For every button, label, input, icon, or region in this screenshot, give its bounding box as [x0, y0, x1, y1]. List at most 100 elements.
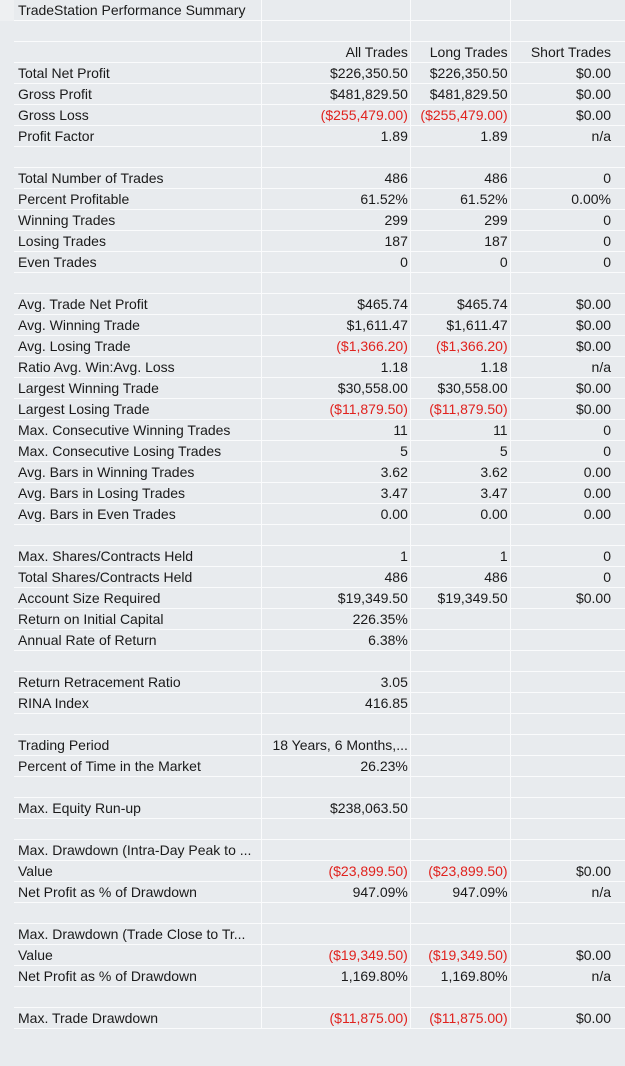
metric-value[interactable]: ($255,479.00): [409, 105, 510, 126]
metric-value[interactable]: $0.00: [509, 1008, 625, 1029]
metric-value[interactable]: [509, 756, 625, 777]
metric-label[interactable]: Trading Period: [14, 735, 262, 756]
metric-value[interactable]: 0: [509, 252, 625, 273]
metric-value[interactable]: ($23,899.50): [409, 861, 510, 882]
empty-cell[interactable]: [261, 777, 410, 798]
empty-cell[interactable]: [509, 651, 625, 672]
empty-cell[interactable]: [261, 714, 410, 735]
metric-value[interactable]: $0.00: [509, 588, 625, 609]
metric-label[interactable]: Even Trades: [14, 252, 262, 273]
metric-value[interactable]: ($11,875.00): [409, 1008, 510, 1029]
metric-value[interactable]: 187: [409, 231, 510, 252]
metric-value[interactable]: ($11,879.50): [409, 399, 510, 420]
metric-value[interactable]: [509, 630, 625, 651]
metric-value[interactable]: 11: [409, 420, 510, 441]
metric-value[interactable]: [409, 693, 510, 714]
empty-cell[interactable]: [14, 903, 262, 924]
metric-value[interactable]: 0: [509, 168, 625, 189]
metric-value[interactable]: $226,350.50: [409, 63, 510, 84]
empty-cell[interactable]: [509, 777, 625, 798]
metric-value[interactable]: [409, 798, 510, 819]
metric-value[interactable]: 1.18: [409, 357, 510, 378]
metric-value[interactable]: $465.74: [261, 294, 410, 315]
metric-value[interactable]: 5: [261, 441, 410, 462]
metric-value[interactable]: $0.00: [509, 294, 625, 315]
metric-label[interactable]: Avg. Winning Trade: [14, 315, 262, 336]
empty-cell[interactable]: [14, 21, 262, 42]
metric-label[interactable]: Profit Factor: [14, 126, 262, 147]
metric-label[interactable]: Return on Initial Capital: [14, 609, 262, 630]
metric-label[interactable]: Percent Profitable: [14, 189, 262, 210]
empty-cell[interactable]: [261, 525, 410, 546]
metric-value[interactable]: $0.00: [509, 84, 625, 105]
metric-value[interactable]: [261, 924, 410, 945]
metric-value[interactable]: 1.89: [409, 126, 510, 147]
metric-value[interactable]: ($1,366.20): [409, 336, 510, 357]
column-header[interactable]: Short Trades: [509, 42, 625, 63]
metric-label[interactable]: Gross Profit: [14, 84, 262, 105]
metric-value[interactable]: 11: [261, 420, 410, 441]
metric-value[interactable]: 0.00: [509, 462, 625, 483]
metric-value[interactable]: [409, 840, 510, 861]
metric-value[interactable]: 3.47: [261, 483, 410, 504]
empty-cell[interactable]: [14, 147, 262, 168]
metric-value[interactable]: 1: [409, 546, 510, 567]
metric-label[interactable]: Avg. Bars in Losing Trades: [14, 483, 262, 504]
metric-value[interactable]: [509, 735, 625, 756]
metric-value[interactable]: n/a: [509, 357, 625, 378]
metric-value[interactable]: $30,558.00: [409, 378, 510, 399]
metric-value[interactable]: $0.00: [509, 105, 625, 126]
metric-value[interactable]: $0.00: [509, 399, 625, 420]
metric-value[interactable]: $0.00: [509, 945, 625, 966]
empty-cell[interactable]: [509, 987, 625, 1008]
empty-cell[interactable]: [509, 714, 625, 735]
empty-cell[interactable]: [14, 777, 262, 798]
metric-label[interactable]: Annual Rate of Return: [14, 630, 262, 651]
metric-value[interactable]: $19,349.50: [261, 588, 410, 609]
metric-value[interactable]: 3.47: [409, 483, 510, 504]
metric-value[interactable]: 416.85: [261, 693, 410, 714]
metric-label[interactable]: Max. Trade Drawdown: [14, 1008, 262, 1029]
empty-cell[interactable]: [14, 273, 262, 294]
empty-cell[interactable]: [14, 42, 262, 63]
metric-value[interactable]: [509, 609, 625, 630]
metric-value[interactable]: ($19,349.50): [261, 945, 410, 966]
metric-value[interactable]: $0.00: [509, 336, 625, 357]
metric-label[interactable]: Total Net Profit: [14, 63, 262, 84]
metric-value[interactable]: $465.74: [409, 294, 510, 315]
metric-value[interactable]: 3.62: [409, 462, 510, 483]
metric-label[interactable]: Value: [14, 861, 262, 882]
metric-value[interactable]: [409, 630, 510, 651]
empty-cell[interactable]: [509, 147, 625, 168]
empty-cell[interactable]: [14, 651, 262, 672]
metric-label[interactable]: Max. Consecutive Winning Trades: [14, 420, 262, 441]
metric-label[interactable]: Avg. Trade Net Profit: [14, 294, 262, 315]
metric-value[interactable]: $1,611.47: [409, 315, 510, 336]
metric-value[interactable]: 1.18: [261, 357, 410, 378]
metric-label[interactable]: Value: [14, 945, 262, 966]
metric-label[interactable]: Percent of Time in the Market: [14, 756, 262, 777]
empty-cell[interactable]: [509, 21, 625, 42]
empty-cell[interactable]: [14, 819, 262, 840]
metric-label[interactable]: Max. Consecutive Losing Trades: [14, 441, 262, 462]
metric-value[interactable]: 61.52%: [409, 189, 510, 210]
metric-value[interactable]: ($19,349.50): [409, 945, 510, 966]
empty-cell[interactable]: [409, 525, 510, 546]
metric-label[interactable]: Max. Shares/Contracts Held: [14, 546, 262, 567]
metric-value[interactable]: 486: [409, 168, 510, 189]
metric-label[interactable]: Net Profit as % of Drawdown: [14, 882, 262, 903]
metric-value[interactable]: $19,349.50: [409, 588, 510, 609]
summary-title[interactable]: TradeStation Performance Summary: [14, 0, 262, 21]
metric-label[interactable]: Max. Drawdown (Trade Close to Tr...: [14, 924, 262, 945]
metric-value[interactable]: 6.38%: [261, 630, 410, 651]
metric-value[interactable]: $0.00: [509, 315, 625, 336]
metric-label[interactable]: Largest Winning Trade: [14, 378, 262, 399]
metric-value[interactable]: 0: [509, 567, 625, 588]
metric-label[interactable]: Account Size Required: [14, 588, 262, 609]
column-header[interactable]: All Trades: [261, 42, 410, 63]
metric-label[interactable]: Avg. Losing Trade: [14, 336, 262, 357]
metric-value[interactable]: 1: [261, 546, 410, 567]
metric-value[interactable]: [509, 672, 625, 693]
metric-value[interactable]: 0.00: [409, 504, 510, 525]
metric-value[interactable]: 1,169.80%: [261, 966, 410, 987]
